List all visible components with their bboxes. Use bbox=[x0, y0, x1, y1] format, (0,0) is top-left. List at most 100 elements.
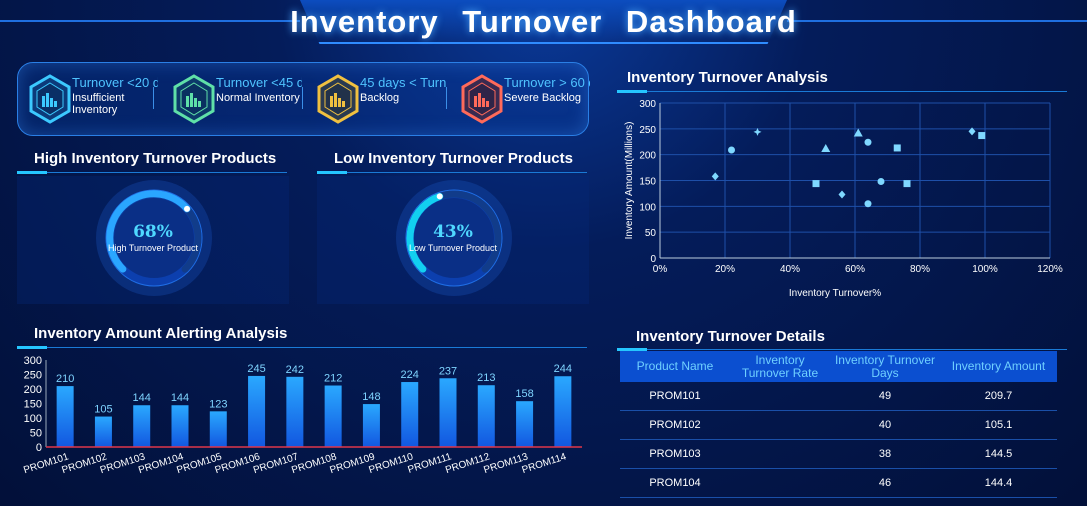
status-range-label: Turnover > 60 days bbox=[504, 76, 590, 89]
cell-turnover-days: 46 bbox=[878, 477, 892, 489]
y-tick-label: 100 bbox=[24, 413, 42, 425]
bar bbox=[401, 382, 419, 447]
y-tick-label: 200 bbox=[24, 384, 42, 396]
y-tick-label: 100 bbox=[639, 202, 656, 213]
status-card-severe-backlog: Turnover > 60 days Severe Backlog bbox=[454, 74, 594, 124]
gauge-marker bbox=[184, 205, 190, 212]
status-category-label: Insufficient Inventory bbox=[72, 92, 125, 116]
bar bbox=[171, 405, 189, 447]
x-tick-label: 80% bbox=[910, 264, 930, 275]
scatter-point bbox=[864, 138, 872, 146]
bar bbox=[209, 411, 227, 447]
y-tick-label: 300 bbox=[24, 355, 42, 367]
bar-value-label: 144 bbox=[171, 392, 189, 404]
cell-turnover-days: 40 bbox=[878, 419, 892, 431]
gauge-progress-arc bbox=[106, 190, 191, 273]
scatter-panel-title: Inventory Turnover Analysis bbox=[627, 69, 828, 86]
bar bbox=[248, 375, 266, 447]
header-divider-left bbox=[0, 20, 300, 22]
column-header-inventory-amount: Inventory Amount bbox=[951, 359, 1046, 373]
cell-turnover-days: 49 bbox=[878, 390, 892, 402]
y-tick-label: 0 bbox=[36, 442, 42, 454]
x-axis-title: Inventory Turnover% bbox=[789, 288, 881, 299]
x-tick-label: 60% bbox=[845, 264, 865, 275]
y-tick-label: 150 bbox=[24, 399, 42, 411]
bar bbox=[94, 416, 112, 447]
turnover-status-legend: Turnover <20 days Insufficient Inventory… bbox=[17, 62, 590, 136]
scatter-point bbox=[893, 144, 901, 152]
cell-inventory-amount: 144.5 bbox=[984, 448, 1013, 460]
bar bbox=[362, 404, 380, 447]
scatter-point bbox=[821, 143, 831, 152]
dashboard-title: Inventory Turnover Dashboard bbox=[290, 4, 797, 39]
gauge-marker bbox=[436, 193, 443, 200]
panel-underline bbox=[617, 90, 1067, 93]
table-row: PROM101 49 209.7 bbox=[620, 382, 1057, 411]
low-turnover-label: Low Turnover Product bbox=[408, 243, 498, 253]
bar bbox=[286, 376, 304, 447]
bar-value-label: 105 bbox=[94, 404, 112, 416]
low-turnover-panel-title: Low Inventory Turnover Products bbox=[334, 150, 573, 167]
status-card-insufficient: Turnover <20 days Insufficient Inventory bbox=[22, 74, 162, 124]
bar-value-label: 242 bbox=[286, 364, 304, 376]
cell-turnover-days: 38 bbox=[878, 448, 892, 460]
alerting-bar-chart: 050100150200250300210PROM101105PROM10214… bbox=[22, 355, 582, 476]
high-turnover-label: High Turnover Product bbox=[107, 243, 199, 253]
details-panel-title: Inventory Turnover Details bbox=[636, 328, 825, 345]
y-tick-label: 200 bbox=[639, 151, 656, 162]
panel-underline bbox=[317, 171, 587, 174]
cell-turnover-rate bbox=[730, 440, 830, 468]
x-tick-label: 40% bbox=[780, 264, 800, 275]
bar bbox=[133, 405, 151, 447]
bar-chart-hexagon-icon bbox=[460, 74, 504, 124]
status-range-label: Turnover <20 days bbox=[72, 76, 158, 89]
scatter-point bbox=[877, 178, 885, 186]
cell-turnover-rate bbox=[730, 411, 830, 439]
panel-underline bbox=[617, 348, 1067, 351]
cell-product-name: PROM102 bbox=[649, 419, 701, 431]
bar bbox=[516, 401, 534, 447]
bar-value-label: 237 bbox=[439, 365, 457, 377]
gauge-progress-arc bbox=[406, 192, 444, 273]
bar bbox=[56, 386, 74, 447]
scatter-point bbox=[838, 190, 846, 199]
low-turnover-percent: 43% bbox=[433, 222, 473, 242]
y-tick-label: 50 bbox=[645, 228, 657, 239]
y-axis-title: Inventory Amount(Millions) bbox=[624, 122, 635, 240]
bar-value-label: 148 bbox=[362, 391, 380, 403]
high-turnover-gauge-panel: 68% High Turnover Product bbox=[17, 176, 289, 304]
x-tick-label: 0% bbox=[653, 264, 668, 275]
cell-product-name: PROM103 bbox=[649, 448, 701, 460]
column-header-turnover-days: Inventory Turnover Days bbox=[834, 352, 936, 380]
alerting-panel-title: Inventory Amount Alerting Analysis bbox=[34, 325, 288, 342]
cell-inventory-amount: 209.7 bbox=[984, 390, 1013, 402]
scatter-point bbox=[968, 127, 976, 136]
turnover-scatter-chart: 0 50 100 150 200 250 300 0% 20% 40% 60% 80% 100% 120%… bbox=[624, 99, 1063, 299]
column-header-turnover-rate: Inventory Turnover Rate bbox=[741, 352, 819, 380]
status-divider bbox=[302, 87, 303, 109]
y-tick-label: 50 bbox=[30, 428, 42, 440]
low-turnover-gauge-panel: 43% Low Turnover Product bbox=[317, 176, 589, 304]
x-tick-label: PROM114 bbox=[521, 451, 569, 476]
status-category-label: Severe Backlog bbox=[504, 92, 582, 104]
scatter-point bbox=[853, 128, 863, 137]
bar-value-label: 210 bbox=[56, 373, 74, 385]
status-divider bbox=[153, 87, 154, 109]
scatter-point bbox=[903, 180, 911, 188]
table-row: PROM102 40 105.1 bbox=[620, 411, 1057, 440]
bar bbox=[477, 385, 495, 447]
panel-underline bbox=[17, 171, 287, 174]
bar-chart-hexagon-icon bbox=[316, 74, 360, 124]
status-range-label: 45 days < Turnover < bbox=[360, 76, 446, 89]
bar bbox=[324, 385, 342, 447]
cell-product-name: PROM104 bbox=[649, 477, 701, 489]
cell-turnover-rate bbox=[730, 469, 830, 497]
y-tick-label: 300 bbox=[639, 99, 656, 110]
x-tick-label: 100% bbox=[972, 264, 998, 275]
table-row: PROM103 38 144.5 bbox=[620, 440, 1057, 469]
cell-turnover-rate bbox=[730, 382, 830, 410]
details-table-header: Product Name Inventory Turnover Rate Inv… bbox=[620, 351, 1057, 382]
bar-value-label: 245 bbox=[247, 363, 265, 375]
column-header-product-name: Product Name bbox=[636, 359, 714, 373]
x-tick-label: 120% bbox=[1037, 264, 1063, 275]
